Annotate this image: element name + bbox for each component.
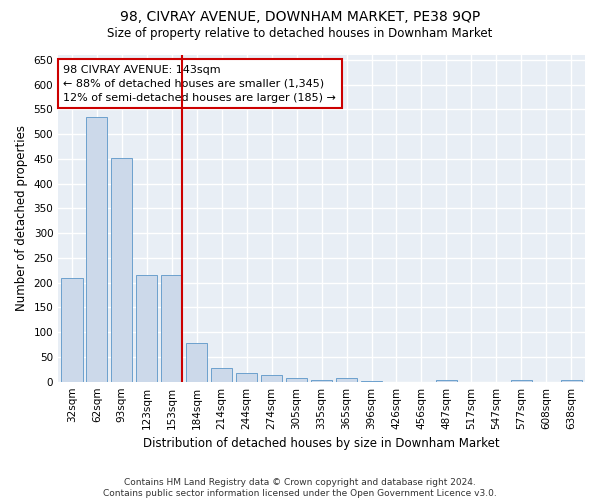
Bar	[311, 380, 332, 382]
Bar	[286, 378, 307, 382]
Text: 98 CIVRAY AVENUE: 143sqm
← 88% of detached houses are smaller (1,345)
12% of sem: 98 CIVRAY AVENUE: 143sqm ← 88% of detach…	[64, 65, 337, 103]
Bar	[161, 276, 182, 382]
Bar	[560, 380, 582, 382]
Text: 98, CIVRAY AVENUE, DOWNHAM MARKET, PE38 9QP: 98, CIVRAY AVENUE, DOWNHAM MARKET, PE38 …	[120, 10, 480, 24]
Text: Size of property relative to detached houses in Downham Market: Size of property relative to detached ho…	[107, 28, 493, 40]
Bar	[261, 375, 282, 382]
Bar	[511, 380, 532, 382]
Bar	[361, 380, 382, 382]
Text: Contains HM Land Registry data © Crown copyright and database right 2024.
Contai: Contains HM Land Registry data © Crown c…	[103, 478, 497, 498]
Bar	[136, 276, 157, 382]
Bar	[211, 368, 232, 382]
Bar	[186, 343, 208, 382]
Bar	[336, 378, 357, 382]
X-axis label: Distribution of detached houses by size in Downham Market: Distribution of detached houses by size …	[143, 437, 500, 450]
Bar	[436, 380, 457, 382]
Bar	[86, 117, 107, 382]
Bar	[61, 278, 83, 382]
Bar	[111, 158, 133, 382]
Bar	[236, 373, 257, 382]
Y-axis label: Number of detached properties: Number of detached properties	[15, 126, 28, 312]
